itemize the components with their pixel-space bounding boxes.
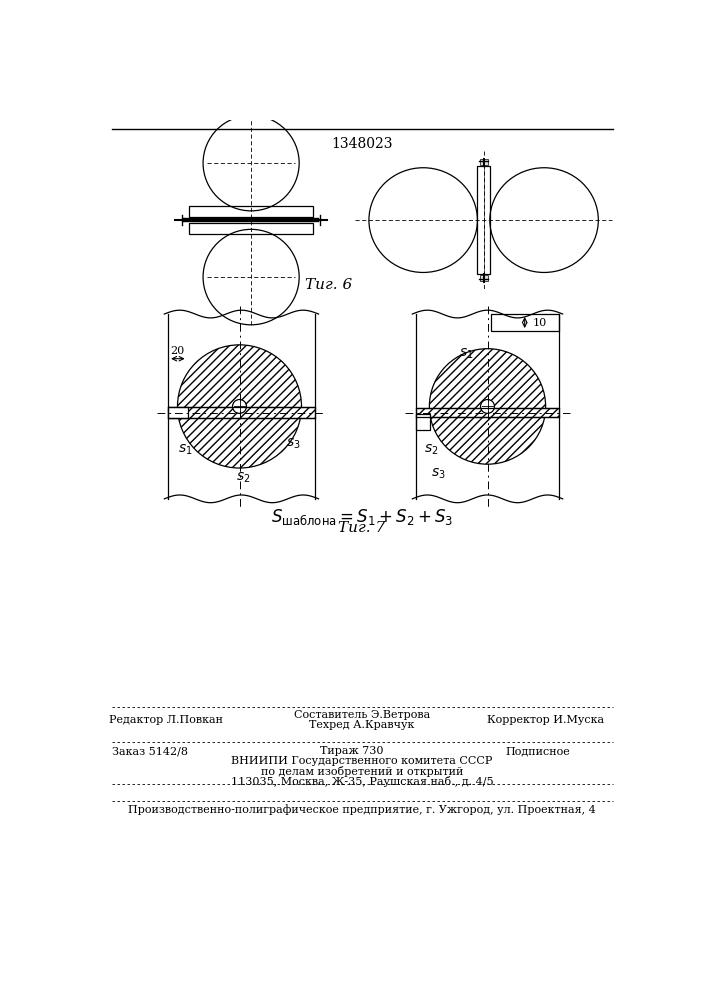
Bar bbox=[189, 223, 313, 234]
Text: по делам изобретений и открытий: по делам изобретений и открытий bbox=[261, 766, 463, 777]
Bar bbox=[189, 206, 313, 217]
Text: $s_3$: $s_3$ bbox=[431, 467, 445, 481]
Bar bbox=[183, 218, 320, 222]
Bar bbox=[416, 414, 430, 430]
Text: Подписное: Подписное bbox=[506, 746, 571, 756]
Circle shape bbox=[233, 400, 247, 413]
Text: 113035, Москва, Ж-35, Раушская наб., д. 4/5: 113035, Москва, Ж-35, Раушская наб., д. … bbox=[230, 776, 493, 787]
Text: $s_2$: $s_2$ bbox=[236, 471, 250, 485]
Bar bbox=[168, 407, 315, 418]
Text: Τиг. 7: Τиг. 7 bbox=[339, 521, 385, 535]
Circle shape bbox=[481, 400, 494, 413]
Text: $s_1$: $s_1$ bbox=[178, 442, 192, 457]
Text: $s_2$: $s_2$ bbox=[424, 442, 439, 457]
Text: $s_1$: $s_1$ bbox=[459, 347, 473, 361]
Text: $s_3$: $s_3$ bbox=[286, 436, 300, 451]
Text: 20: 20 bbox=[170, 346, 185, 356]
Bar bbox=[477, 166, 490, 274]
Text: Составитель Э.Ветрова: Составитель Э.Ветрова bbox=[294, 710, 430, 720]
Text: 1348023: 1348023 bbox=[331, 137, 392, 151]
Bar bbox=[168, 407, 187, 418]
Bar bbox=[480, 159, 488, 165]
Circle shape bbox=[177, 345, 301, 468]
Text: Техред А.Кравчук: Техред А.Кравчук bbox=[309, 720, 414, 730]
Text: ВНИИПИ Государственного комитета СССР: ВНИИПИ Государственного комитета СССР bbox=[231, 756, 493, 766]
Bar bbox=[480, 275, 488, 281]
Text: $S_{\rm шаблона} = S_1 + S_2 + S_3$: $S_{\rm шаблона} = S_1 + S_2 + S_3$ bbox=[271, 507, 453, 527]
Text: Корректор И.Муска: Корректор И.Муска bbox=[487, 715, 604, 725]
Circle shape bbox=[429, 349, 546, 464]
Text: Заказ 5142/8: Заказ 5142/8 bbox=[112, 746, 188, 756]
Text: Производственно-полиграфическое предприятие, г. Ужгород, ул. Проектная, 4: Производственно-полиграфическое предприя… bbox=[128, 804, 596, 815]
Bar bbox=[416, 408, 559, 417]
Bar bbox=[491, 314, 559, 331]
Text: 10: 10 bbox=[532, 318, 547, 328]
Text: Редактор Л.Повкан: Редактор Л.Повкан bbox=[109, 715, 223, 725]
Text: Τиг. 6: Τиг. 6 bbox=[305, 278, 352, 292]
Text: Тираж 730: Тираж 730 bbox=[320, 746, 384, 756]
